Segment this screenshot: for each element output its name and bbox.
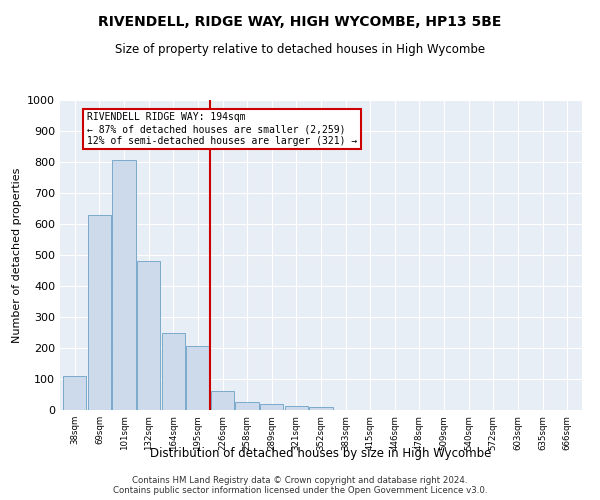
Text: RIVENDELL, RIDGE WAY, HIGH WYCOMBE, HP13 5BE: RIVENDELL, RIDGE WAY, HIGH WYCOMBE, HP13… — [98, 15, 502, 29]
Bar — [88, 214, 111, 410]
Bar — [235, 402, 259, 410]
Text: Distribution of detached houses by size in High Wycombe: Distribution of detached houses by size … — [151, 448, 491, 460]
Y-axis label: Number of detached properties: Number of detached properties — [11, 168, 22, 342]
Bar — [63, 376, 86, 410]
Text: Contains HM Land Registry data © Crown copyright and database right 2024.: Contains HM Land Registry data © Crown c… — [132, 476, 468, 485]
Bar — [186, 346, 209, 410]
Text: Contains public sector information licensed under the Open Government Licence v3: Contains public sector information licen… — [113, 486, 487, 495]
Text: Size of property relative to detached houses in High Wycombe: Size of property relative to detached ho… — [115, 42, 485, 56]
Bar — [161, 332, 185, 410]
Bar — [284, 406, 308, 410]
Bar — [260, 404, 283, 410]
Bar — [137, 261, 160, 410]
Text: RIVENDELL RIDGE WAY: 194sqm
← 87% of detached houses are smaller (2,259)
12% of : RIVENDELL RIDGE WAY: 194sqm ← 87% of det… — [87, 112, 358, 146]
Bar — [112, 160, 136, 410]
Bar — [211, 392, 234, 410]
Bar — [310, 406, 332, 410]
